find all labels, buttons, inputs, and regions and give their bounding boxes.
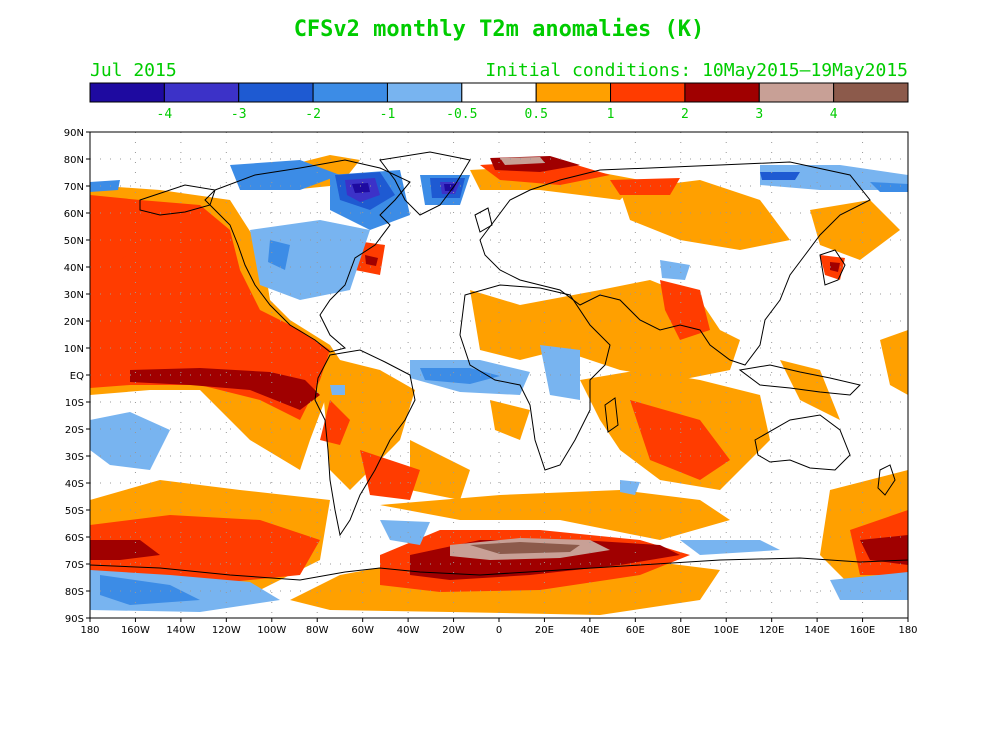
lat-label: 20S [65,425,84,436]
valid-month-label: Jul 2015 [90,60,177,81]
colorbar-labels: -4 -3 -2 -1 -0.5 0.5 1 2 3 4 [157,107,838,122]
lat-label: 50N [64,236,84,247]
colorbar-label: 4 [830,107,838,122]
lat-label: 90S [65,614,84,625]
grid-dots [90,132,908,618]
coast-uk [474,207,493,233]
lon-label: 160W [121,625,150,636]
coast-eurasia [479,161,871,366]
chart-title: CFSv2 monthly T2m anomalies (K) [294,17,705,42]
anomaly-level-neg-4 [352,183,456,193]
lon-label: 80E [671,625,690,636]
colorbar-label: -0.5 [446,107,477,122]
lat-label: 60S [65,533,84,544]
lon-label: 100W [257,625,286,636]
colorbar-bin [684,82,760,103]
lat-label: 80N [64,155,84,166]
map-panel: 90N 80N 70N 60N 50N 40N 30N 20N 10N EQ 10S 20S 30S 40… [64,128,918,636]
initial-conditions-label: Initial conditions: 10May2015–19May2015 [485,60,908,81]
coast-africa [459,284,611,471]
lat-label: 20N [64,317,84,328]
lon-label: 140W [166,625,195,636]
colorbar-label: -4 [157,107,173,122]
lat-label: 40S [65,479,84,490]
coast-antarctica [90,557,908,581]
lon-label: 120E [759,625,784,636]
colorbar-label: 0.5 [524,107,547,122]
lat-label: 10S [65,398,84,409]
colorbar-label: -1 [380,107,396,122]
lon-label: 40W [397,625,420,636]
colorbar-label: 3 [755,107,763,122]
colorbar-bin [89,82,165,103]
lon-label: 60E [626,625,645,636]
lat-label: 70S [65,560,84,571]
lon-label: 100E [714,625,739,636]
lon-label: 0 [496,625,502,636]
lat-label: 10N [64,344,84,355]
colorbar-label: 2 [681,107,689,122]
colorbar-bin [833,82,909,103]
anomaly-level-4 [470,542,580,554]
colorbar-bin [758,82,835,103]
lon-label: 20E [535,625,554,636]
colorbar-bin [386,82,463,103]
coast-alaska [139,184,216,216]
lat-label: 30S [65,452,84,463]
lon-label: 120W [212,625,241,636]
latitude-axis: 90N 80N 70N 60N 50N 40N 30N 20N 10N EQ 10S 20S 30S 40… [64,128,90,625]
lon-label: 180 [898,625,917,636]
colorbar [89,82,909,103]
lon-label: 40E [580,625,599,636]
coast-madagascar [604,397,619,433]
lat-label: 70N [64,182,84,193]
colorbar-label: 1 [607,107,615,122]
coast-indonesia [738,364,861,396]
longitude-axis: 180 160W 140W 120W 100W 80W 60W 40W 20W 0 20E 40E 60… [80,618,918,636]
lon-label: 180 [80,625,99,636]
lat-label: 90N [64,128,84,139]
coast-australia [754,414,851,471]
lat-label: 30N [64,290,84,301]
lat-label: 60N [64,209,84,220]
lat-label: 80S [65,587,84,598]
lon-label: 80W [306,625,329,636]
coast-new-zealand [877,464,896,496]
coastlines [90,151,908,581]
lat-label: 40N [64,263,84,274]
colorbar-bin [238,82,314,103]
colorbar-label: -3 [231,107,247,122]
coast-japan [819,249,846,286]
colorbar-bin [535,82,612,103]
lat-label: 50S [65,506,84,517]
colorbar-bin [461,82,537,103]
colorbar-bin [312,82,388,103]
lon-label: 20W [442,625,465,636]
lon-label: 140E [804,625,829,636]
colorbar-bin [610,82,686,103]
coast-south-america [314,349,416,537]
lat-label: EQ [70,371,84,382]
lon-label: 60W [351,625,374,636]
coast-greenland [379,151,471,216]
colorbar-bin [163,82,240,103]
lon-label: 160E [850,625,875,636]
colorbar-label: -2 [305,107,321,122]
